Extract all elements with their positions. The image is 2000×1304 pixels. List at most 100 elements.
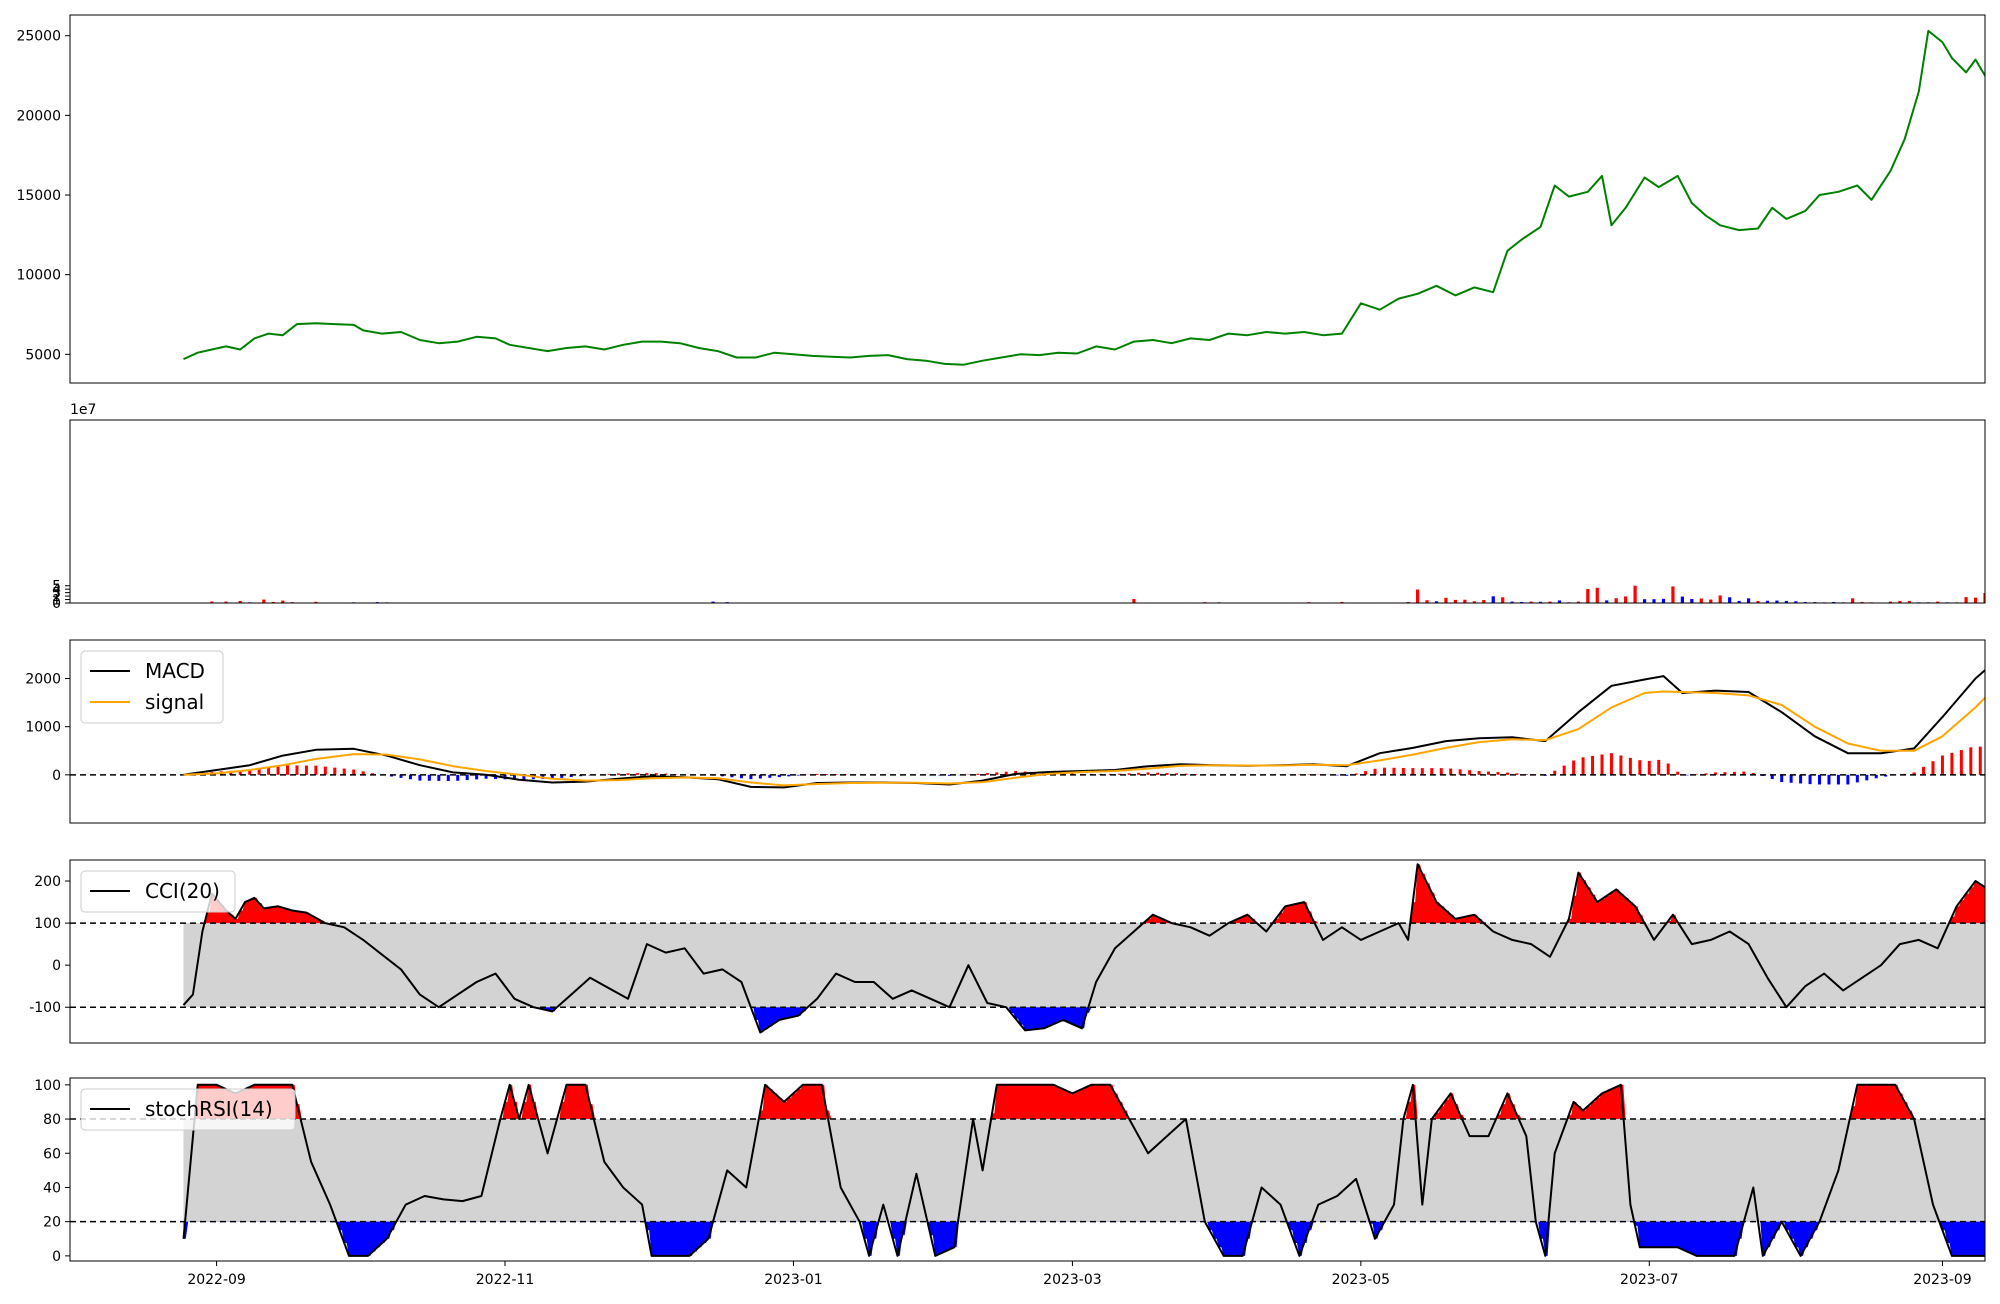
macd-histogram-bar bbox=[1582, 757, 1585, 775]
macd-histogram-bar bbox=[1827, 775, 1830, 785]
macd-histogram-bar bbox=[1950, 753, 1953, 775]
y-tick-label: 100 bbox=[34, 1078, 61, 1094]
macd-histogram-bar bbox=[1790, 775, 1793, 783]
macd-histogram-bar bbox=[1676, 772, 1679, 775]
macd-histogram-bar bbox=[1960, 750, 1963, 775]
x-tick-label: 2022-09 bbox=[187, 1272, 246, 1288]
y-tick-label: 2000 bbox=[25, 672, 61, 688]
macd-histogram-bar bbox=[816, 774, 819, 775]
macd-histogram-bar bbox=[1487, 772, 1490, 775]
macd-histogram-bar bbox=[1809, 775, 1812, 784]
legend-label: stochRSI(14) bbox=[145, 1097, 273, 1121]
macd-histogram-bar bbox=[1629, 758, 1632, 775]
volume-bar bbox=[1964, 597, 1967, 603]
macd-histogram-bar bbox=[314, 766, 317, 775]
macd-histogram-bar bbox=[1383, 768, 1386, 775]
macd-histogram-bar bbox=[1336, 775, 1339, 776]
macd-histogram-bar bbox=[1941, 756, 1944, 775]
macd-histogram-bar bbox=[787, 775, 790, 777]
oversold-fill bbox=[183, 1007, 2000, 1032]
y-tick-label: 20000 bbox=[16, 108, 61, 124]
volume-bar bbox=[1624, 596, 1627, 603]
macd-histogram-bar bbox=[456, 775, 459, 781]
macd-histogram-bar bbox=[466, 775, 469, 780]
macd-histogram-bar bbox=[1411, 768, 1414, 775]
legend-label: CCI(20) bbox=[145, 879, 220, 903]
macd-histogram-bar bbox=[1610, 753, 1613, 775]
volume-bar bbox=[1747, 598, 1750, 603]
macd-histogram-bar bbox=[1156, 773, 1159, 775]
macd-histogram-bar bbox=[1856, 775, 1859, 783]
x-tick-label: 2023-01 bbox=[764, 1272, 823, 1288]
macd-histogram-bar bbox=[305, 766, 308, 775]
macd-histogram-bar bbox=[295, 765, 298, 774]
neutral-band bbox=[183, 1119, 2000, 1222]
macd-histogram-bar bbox=[1969, 747, 1972, 775]
volume-bar bbox=[1615, 598, 1618, 603]
volume-bar bbox=[1690, 599, 1693, 603]
x-tick-label: 2023-09 bbox=[1913, 1272, 1972, 1288]
x-tick-label: 2022-11 bbox=[476, 1272, 535, 1288]
volume-scale-label: 1e7 bbox=[70, 402, 96, 418]
macd-histogram-bar bbox=[1147, 772, 1150, 774]
macd-histogram-bar bbox=[976, 774, 979, 775]
volume-bar bbox=[1681, 597, 1684, 603]
macd-histogram-bar bbox=[626, 773, 629, 775]
volume-bar bbox=[1132, 599, 1135, 603]
volume-bar bbox=[1851, 598, 1854, 603]
macd-histogram-bar bbox=[1440, 768, 1443, 775]
macd-histogram-bar bbox=[1421, 768, 1424, 775]
y-tick-label: 60 bbox=[43, 1146, 61, 1162]
macd-histogram-bar bbox=[1638, 760, 1641, 775]
legend-label: MACD bbox=[145, 659, 205, 683]
macd-histogram-bar bbox=[1837, 775, 1840, 785]
macd-histogram-bar bbox=[1979, 747, 1982, 775]
macd-histogram-bar bbox=[286, 765, 289, 775]
y-tick-label: 100 bbox=[34, 916, 61, 932]
y-tick-label: 1000 bbox=[25, 720, 61, 736]
macd-histogram-bar bbox=[437, 775, 440, 781]
volume-bar bbox=[1633, 586, 1636, 603]
macd-histogram-bar bbox=[1657, 760, 1660, 775]
volume-bar bbox=[1596, 588, 1599, 603]
macd-histogram-bar bbox=[797, 775, 800, 776]
y-tick-label: 0 bbox=[52, 958, 61, 974]
overbought-fill bbox=[183, 864, 2000, 923]
volume-bar bbox=[1974, 598, 1977, 603]
volume-bar bbox=[1416, 590, 1419, 603]
macd-line bbox=[184, 650, 2000, 813]
y-tick-label: 80 bbox=[43, 1112, 61, 1128]
macd-histogram-bar bbox=[1563, 766, 1566, 775]
volume-bar bbox=[1993, 599, 1996, 603]
volume-bar bbox=[1728, 597, 1731, 603]
y-tick-label: 5 bbox=[52, 579, 61, 595]
y-tick-label: 5000 bbox=[25, 347, 61, 363]
macd-histogram-bar bbox=[1619, 756, 1622, 775]
y-tick-label: 0 bbox=[52, 768, 61, 784]
macd-histogram-bar bbox=[428, 775, 431, 781]
volume-bar bbox=[262, 600, 265, 603]
volume-bar bbox=[1700, 599, 1703, 603]
macd-histogram-bar bbox=[1449, 769, 1452, 775]
volume-bar bbox=[1643, 599, 1646, 603]
macd-histogram-bar bbox=[352, 770, 355, 775]
cci-plot-area bbox=[70, 864, 2000, 1032]
y-tick-label: 20 bbox=[43, 1215, 61, 1231]
macd-histogram-bar bbox=[1459, 769, 1462, 775]
macd-histogram-bar bbox=[1572, 761, 1575, 775]
signal-line bbox=[184, 669, 2000, 806]
volume-bar bbox=[1586, 589, 1589, 603]
macd-histogram-bar bbox=[1506, 773, 1509, 775]
y-tick-label: 200 bbox=[34, 874, 61, 890]
macd-histogram-bar bbox=[1601, 755, 1604, 775]
macd-histogram-bar bbox=[1865, 775, 1868, 781]
y-tick-label: 0 bbox=[52, 1249, 61, 1265]
macd-histogram-bar bbox=[1496, 772, 1499, 775]
axes-frame bbox=[70, 420, 1985, 603]
macd-plot-area bbox=[70, 650, 2000, 813]
